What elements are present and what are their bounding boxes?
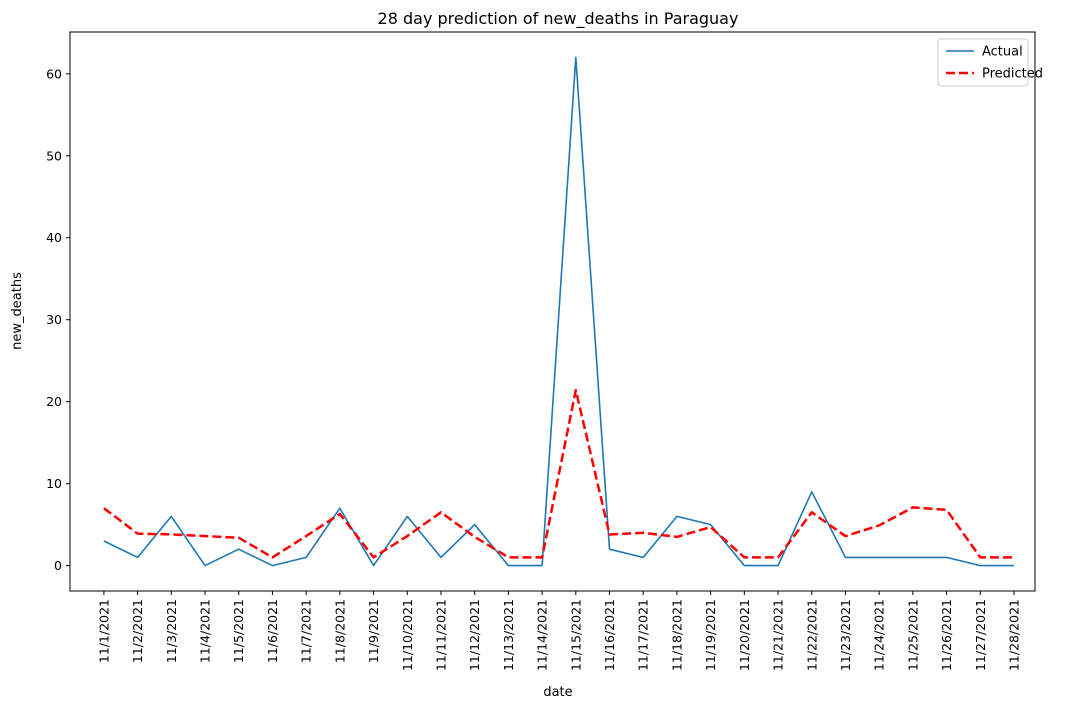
- y-tick-label: 60: [46, 66, 62, 81]
- x-tick-label: 11/9/2021: [366, 599, 381, 663]
- y-tick-label: 20: [46, 394, 62, 409]
- legend-label-actual: Actual: [982, 45, 1023, 60]
- x-tick-label: 11/18/2021: [669, 599, 684, 671]
- legend-label-predicted: Predicted: [982, 67, 1043, 82]
- series-line-actual: [103, 56, 1014, 567]
- x-tick-label: 11/26/2021: [939, 599, 954, 671]
- x-tick-label: 11/12/2021: [467, 599, 482, 671]
- y-tick-label: 0: [54, 558, 62, 573]
- x-tick-label: 11/16/2021: [602, 599, 617, 671]
- x-tick-label: 11/23/2021: [838, 599, 853, 671]
- legend: Actual Predicted: [937, 38, 1043, 87]
- x-tick-label: 11/8/2021: [332, 599, 347, 663]
- series-line-predicted: [103, 388, 1014, 559]
- x-tick-label: 11/5/2021: [231, 599, 246, 663]
- x-tick-label: 11/3/2021: [164, 599, 179, 663]
- x-axis-label: date: [543, 685, 572, 700]
- x-tick-label: 11/10/2021: [400, 599, 415, 671]
- chart-title: 28 day prediction of new_deaths in Parag…: [378, 9, 739, 29]
- x-tick-label: 11/1/2021: [96, 599, 111, 663]
- y-tick-label: 40: [46, 230, 62, 245]
- x-tick-label: 11/20/2021: [737, 599, 752, 671]
- y-axis-label: new_deaths: [10, 272, 25, 350]
- plot-frame: [69, 31, 1036, 592]
- x-tick-label: 11/7/2021: [299, 599, 314, 663]
- plot-area: 0 10 20 30 40 50 60 11/1/2021 11/2/2021 11/3/2021…: [46, 56, 1022, 671]
- y-tick-label: 30: [46, 312, 62, 327]
- x-tick-label: 11/22/2021: [804, 599, 819, 671]
- x-tick-label: 11/17/2021: [636, 599, 651, 671]
- x-tick-label: 11/2/2021: [130, 599, 145, 663]
- x-tick-label: 11/6/2021: [265, 599, 280, 663]
- x-tick-label: 11/28/2021: [1007, 599, 1022, 671]
- x-tick-label: 11/25/2021: [905, 599, 920, 671]
- x-tick-label: 11/21/2021: [771, 599, 786, 671]
- x-tick-label: 11/14/2021: [535, 599, 550, 671]
- x-tick-label: 11/11/2021: [433, 599, 448, 671]
- y-tick-label: 50: [46, 148, 62, 163]
- y-tick-label: 10: [46, 476, 62, 491]
- x-tick-label: 11/13/2021: [501, 599, 516, 671]
- x-tick-label: 11/15/2021: [568, 599, 583, 671]
- x-tick-label: 11/4/2021: [198, 599, 213, 663]
- x-tick-label: 11/27/2021: [973, 599, 988, 671]
- x-tick-label: 11/19/2021: [703, 599, 718, 671]
- x-tick-label: 11/24/2021: [872, 599, 887, 671]
